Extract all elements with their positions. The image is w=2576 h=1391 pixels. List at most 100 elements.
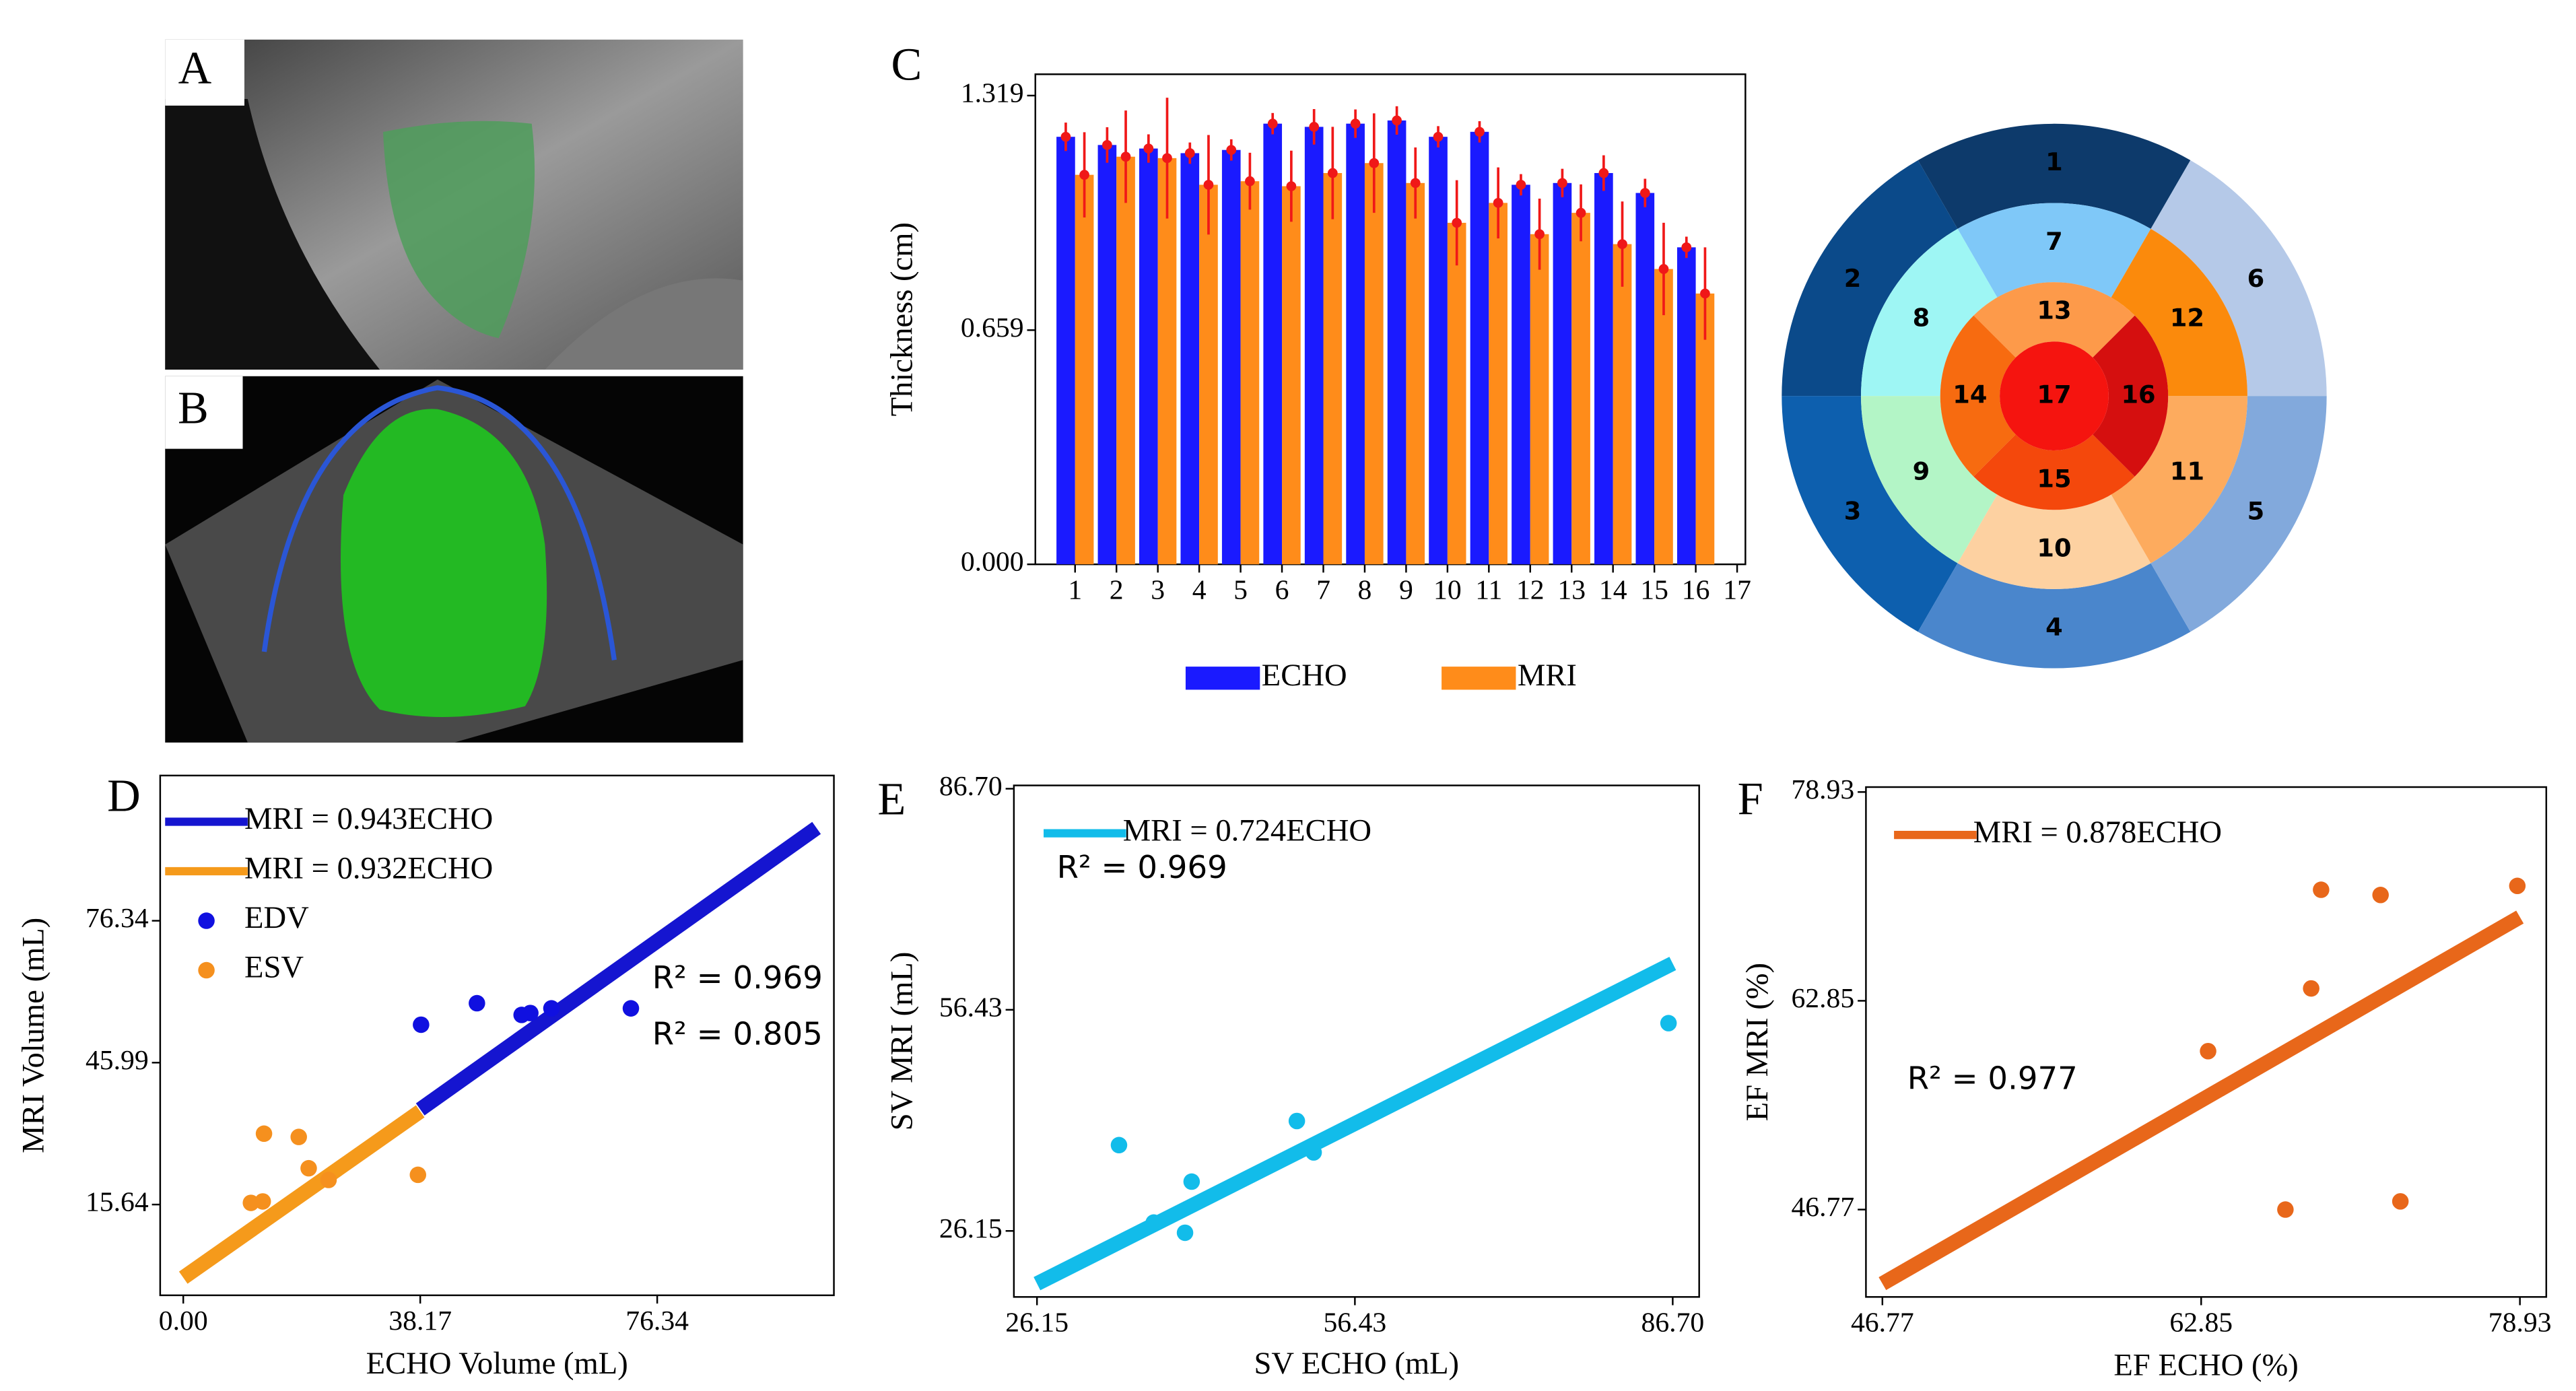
segment-label: 14 [1953,380,1987,409]
bar-top-dot [1162,153,1172,164]
legend-label: MRI = 0.932ECHO [244,851,493,886]
bar-top-dot [1598,168,1609,178]
bar-top-dot [1203,180,1214,190]
point [469,994,485,1012]
panel-label: A [178,42,212,94]
x-tick-label: 16 [1682,574,1710,605]
x-axis-label: EF ECHO (%) [2113,1347,2298,1382]
y-axis-label: MRI Volume (mL) [16,918,51,1153]
bar [1571,213,1590,565]
panel-b-image [165,376,743,743]
x-tick-label: 14 [1599,574,1627,605]
point [2200,1043,2216,1060]
segment [1918,563,2191,669]
y-axis-label: Thickness (cm) [885,222,920,416]
x-tick-label: 10 [1433,574,1462,605]
bar [1406,182,1425,565]
x-tick-label: 46.77 [1851,1308,1914,1338]
bar-top-dot [1475,127,1485,137]
point [2392,1193,2409,1210]
segment-label: 4 [2045,613,2063,642]
x-tick-label: 38.17 [388,1305,452,1336]
annotation: R² = 0.969 [652,959,823,996]
bar-top-dot [1575,207,1586,218]
bar-top-dot [1245,176,1255,186]
x-tick-label: 17 [1723,574,1751,605]
segment-label: 2 [1844,264,1862,293]
y-tick-label: 46.77 [1791,1192,1854,1223]
y-tick-label: 56.43 [939,992,1003,1023]
y-tick-label: 0.000 [961,547,1024,578]
segment [2093,315,2169,477]
x-tick-label: 11 [1475,574,1502,605]
bar [1075,174,1094,565]
segment [1782,160,1958,397]
point [1110,1136,1128,1154]
y-tick-label: 26.15 [939,1213,1003,1244]
legend-label: MRI = 0.724ECHO [1123,813,1371,848]
legend-label: MRI = 0.943ECHO [244,801,493,836]
point [2313,881,2330,898]
bar [1116,156,1135,565]
segment-label: 7 [2045,227,2063,256]
segment [1782,396,1958,632]
legend-swatch [198,912,215,929]
segment [1973,282,2135,358]
y-tick-label: 86.70 [939,771,1003,802]
x-tick-label: 0.00 [159,1305,208,1336]
point [1183,1173,1200,1190]
legend-swatch [1185,667,1260,690]
y-tick-label: 76.34 [86,903,149,934]
bar-top-dot [1452,217,1462,228]
panel-label-box [165,39,244,106]
segment-label: 17 [2037,380,2071,409]
bar [1263,123,1283,565]
bar-top-dot [1226,145,1237,156]
y-axis-label: SV MRI (mL) [885,952,920,1131]
plot-frame [1013,784,1700,1298]
bar [1056,137,1075,565]
bar-top-dot [1309,122,1320,132]
point [1145,1214,1162,1231]
bar-top-dot [1392,115,1402,126]
y-tick-label: 45.99 [86,1045,149,1076]
bar-top-dot [1700,288,1710,299]
fit-line [178,1105,425,1284]
segment [2000,341,2109,451]
x-tick-label: 13 [1557,574,1586,605]
bar-top-dot [1410,178,1421,189]
y-tick-label: 78.93 [1791,774,1854,805]
segment-label: 1 [2045,147,2063,176]
bar-top-dot [1493,198,1503,208]
annotation: R² = 0.969 [1057,849,1227,885]
bar [1613,244,1632,565]
bar-top-dot [1327,168,1338,178]
bar-top-dot [1286,181,1297,191]
bar-top-dot [1267,118,1278,129]
point [622,1000,640,1017]
bar-top-dot [1681,242,1692,252]
segment-label: 5 [2247,496,2265,525]
bar [1323,173,1343,565]
segment [1940,315,2016,477]
bar-top-dot [1369,158,1380,168]
bar-top-dot [1102,139,1112,150]
x-tick-label: 9 [1399,574,1413,605]
bar [1240,181,1260,565]
bar [1530,234,1549,565]
bar [1387,120,1406,565]
point [413,1016,430,1033]
segment-label: 6 [2247,264,2265,293]
panel-label: C [891,39,922,90]
segment [1973,434,2135,510]
segment [2111,396,2247,564]
point [522,1005,539,1021]
bar [1157,158,1177,565]
bar [1097,145,1117,565]
bar-top-dot [1060,131,1071,142]
x-tick-label: 2 [1110,574,1124,605]
bar-top-dot [1534,229,1545,240]
fit-line [415,821,821,1116]
point [1176,1224,1194,1242]
segment-label: 8 [1913,304,1930,333]
